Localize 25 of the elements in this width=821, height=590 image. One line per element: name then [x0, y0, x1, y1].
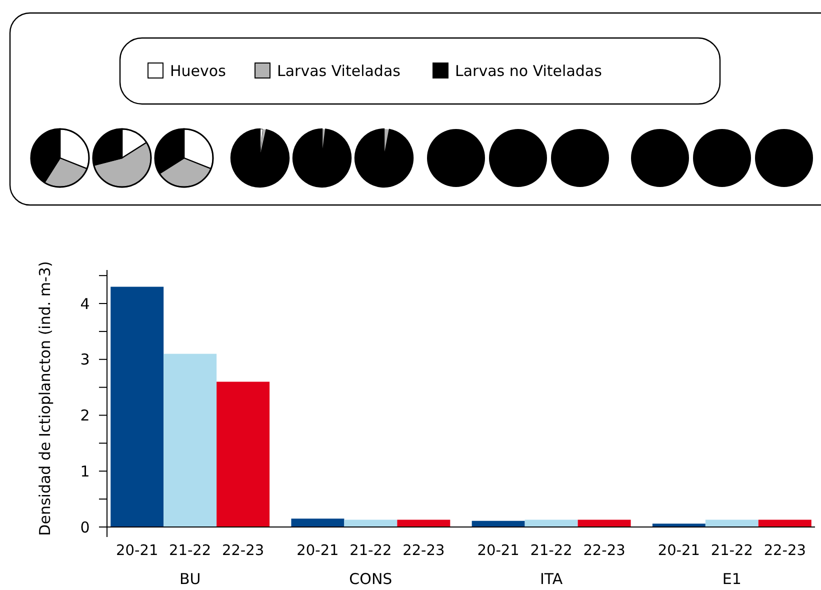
- text: 21-22: [350, 543, 392, 559]
- x-tick-label: ITA: [540, 570, 564, 588]
- y-tick-label: 3: [80, 350, 90, 369]
- x-tick-label: E1: [722, 570, 742, 588]
- legend-label: Larvas Viteladas: [277, 62, 401, 80]
- text: 20-21: [658, 543, 700, 559]
- x-tick-label: BU: [179, 570, 201, 588]
- y-tick-label: 4: [80, 294, 90, 313]
- legend-label: Larvas no Viteladas: [455, 62, 602, 80]
- x-tick-label: CONS: [349, 570, 392, 588]
- legend-label: Huevos: [170, 62, 226, 80]
- series-label: 21-22: [169, 543, 212, 559]
- y-tick-label: 0: [80, 518, 90, 536]
- y-tick-label: 2: [80, 406, 90, 425]
- text: 20-21: [477, 543, 520, 559]
- series-label: 22-23: [222, 543, 264, 559]
- text: 22-23: [402, 543, 445, 559]
- text: 21-22: [530, 543, 572, 559]
- text: 20-21: [296, 543, 339, 559]
- text: 22-23: [583, 543, 626, 559]
- y-axis-title: Densidad de Ictioplancton (ind. m-3): [36, 261, 54, 536]
- y-tick-label: 1: [80, 462, 90, 480]
- text: 21-22: [710, 543, 753, 559]
- text: 22-23: [764, 543, 806, 559]
- series-label: 20-21: [116, 543, 158, 559]
